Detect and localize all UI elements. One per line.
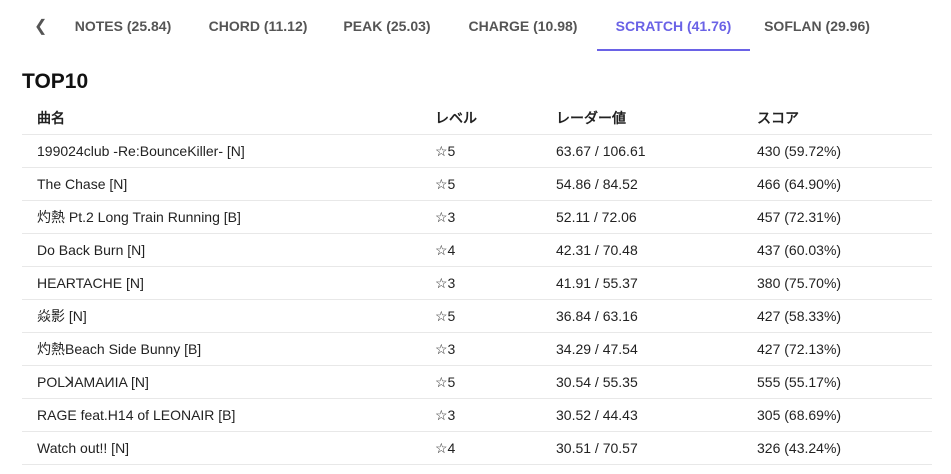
cell-level: ☆3 — [435, 398, 556, 432]
cell-radar-value: 30.51 / 70.57 — [556, 431, 757, 465]
cell-score: 430 (59.72%) — [757, 134, 932, 168]
cell-level: ☆3 — [435, 332, 556, 366]
cell-song-name: 焱影 [N] — [22, 299, 435, 333]
cell-song-name: 199024club -Re:BounceKiller- [N] — [22, 134, 435, 168]
chevron-left-icon[interactable]: ❮ — [34, 18, 48, 35]
table-row: 灼熱 Pt.2 Long Train Running [B] ☆3 52.11 / … — [22, 200, 932, 234]
cell-score: 427 (72.13%) — [757, 332, 932, 366]
tab-notes[interactable]: NOTES (25.84) — [74, 18, 172, 34]
top10-table: 曲名 レベル レーダー値 スコア 199024club -Re:BounceKi… — [22, 101, 932, 465]
cell-level: ☆5 — [435, 167, 556, 201]
cell-radar-value: 54.86 / 84.52 — [556, 167, 757, 201]
cell-score: 380 (75.70%) — [757, 266, 932, 300]
tab-scratch[interactable]: SCRATCH (41.76) — [597, 0, 750, 51]
cell-radar-value: 30.52 / 44.43 — [556, 398, 757, 432]
cell-score: 305 (68.69%) — [757, 398, 932, 432]
cell-score: 437 (60.03%) — [757, 233, 932, 267]
cell-song-name: 灼熱 Pt.2 Long Train Running [B] — [22, 200, 435, 234]
cell-level: ☆3 — [435, 200, 556, 234]
table-row: POLꓘAMAИIA [N] ☆5 30.54 / 55.35 555 (55.17%… — [22, 365, 932, 399]
cell-score: 466 (64.90%) — [757, 167, 932, 201]
table-row: 焱影 [N] ☆5 36.84 / 63.16 427 (58.33%) — [22, 299, 932, 333]
section-title: TOP10 — [22, 70, 89, 93]
cell-radar-value: 41.91 / 55.37 — [556, 266, 757, 300]
table-row: HEARTACHE [N] ☆3 41.91 / 55.37 380 (75.70%) — [22, 266, 932, 300]
table-row: 灼熱Beach Side Bunny [B] ☆3 34.29 / 47.54 427… — [22, 332, 932, 366]
cell-radar-value: 30.54 / 55.35 — [556, 365, 757, 399]
cell-radar-value: 63.67 / 106.61 — [556, 134, 757, 168]
table-row: RAGE feat.H14 of LEONAIR [B] ☆3 30.52 / 44… — [22, 398, 932, 432]
tab-peak[interactable]: PEAK (25.03) — [343, 18, 431, 34]
cell-song-name: The Chase [N] — [22, 167, 435, 201]
header-song-name: 曲名 — [22, 101, 435, 135]
cell-level: ☆4 — [435, 233, 556, 267]
cell-song-name: HEARTACHE [N] — [22, 266, 435, 300]
cell-radar-value: 52.11 / 72.06 — [556, 200, 757, 234]
header-level: レベル — [435, 101, 556, 135]
cell-score: 457 (72.31%) — [757, 200, 932, 234]
table-row: Do Back Burn [N] ☆4 42.31 / 70.48 437 (60.0… — [22, 233, 932, 267]
cell-radar-value: 36.84 / 63.16 — [556, 299, 757, 333]
tab-charge[interactable]: CHARGE (10.98) — [468, 18, 578, 34]
cell-score: 326 (43.24%) — [757, 431, 932, 465]
table-header-row: 曲名 レベル レーダー値 スコア — [22, 101, 932, 135]
cell-level: ☆5 — [435, 134, 556, 168]
tab-chord[interactable]: CHORD (11.12) — [208, 18, 308, 34]
cell-song-name: RAGE feat.H14 of LEONAIR [B] — [22, 398, 435, 432]
cell-score: 555 (55.17%) — [757, 365, 932, 399]
cell-song-name: Watch out!! [N] — [22, 431, 435, 465]
cell-level: ☆4 — [435, 431, 556, 465]
table-row: 199024club -Re:BounceKiller- [N] ☆5 63.67 … — [22, 134, 932, 168]
cell-score: 427 (58.33%) — [757, 299, 932, 333]
cell-level: ☆5 — [435, 299, 556, 333]
table-row: Watch out!! [N] ☆4 30.51 / 70.57 326 (43.24… — [22, 431, 932, 465]
cell-radar-value: 34.29 / 47.54 — [556, 332, 757, 366]
cell-song-name: Do Back Burn [N] — [22, 233, 435, 267]
header-radar-value: レーダー値 — [556, 101, 757, 135]
cell-song-name: POLꓘAMAИIA [N] — [22, 365, 435, 399]
table-row: The Chase [N] ☆5 54.86 / 84.52 466 (64.90%) — [22, 167, 932, 201]
tab-soflan[interactable]: SOFLAN (29.96) — [764, 18, 870, 34]
cell-level: ☆5 — [435, 365, 556, 399]
cell-level: ☆3 — [435, 266, 556, 300]
header-score: スコア — [757, 101, 932, 135]
cell-radar-value: 42.31 / 70.48 — [556, 233, 757, 267]
cell-song-name: 灼熱Beach Side Bunny [B] — [22, 332, 435, 366]
